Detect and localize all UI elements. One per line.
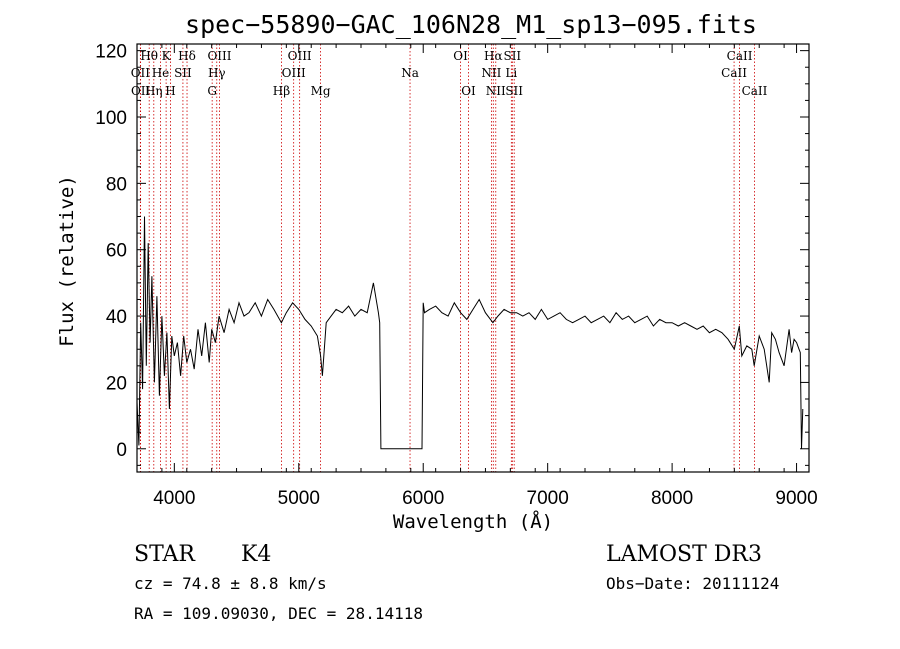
flux-series-line: [136, 216, 804, 450]
spectral-line-label: G: [207, 84, 217, 98]
x-tick-label: 6000: [402, 488, 444, 509]
obs-date: Obs−Date: 20111124: [606, 574, 779, 593]
y-tick-label: 40: [106, 307, 127, 328]
spectral-line-label: NII: [486, 84, 506, 98]
x-tick-label: 9000: [775, 488, 817, 509]
object-subclass: K4: [241, 542, 271, 567]
y-tick-label: 0: [116, 440, 127, 461]
spectral-line-label: He: [152, 66, 170, 80]
spectral-line-label: CaII: [727, 49, 753, 63]
object-class: STAR: [134, 542, 196, 567]
spectral-line-label: OIII: [282, 66, 306, 80]
y-tick-label: 60: [106, 241, 127, 262]
plot-frame: [136, 43, 810, 473]
spectral-line-label: Na: [401, 66, 419, 80]
spectral-line-markers: [139, 44, 755, 472]
y-tick-label: 80: [106, 174, 127, 195]
spectral-line-label: OIII: [288, 49, 312, 63]
spectral-line-label: K: [162, 49, 172, 63]
y-tick-label: 100: [95, 108, 127, 129]
x-axis: 4000 5000 6000 7000 8000 9000: [136, 44, 818, 509]
survey-name: LAMOST DR3: [606, 542, 762, 567]
spectral-line-label: Hδ: [178, 49, 196, 63]
x-tick-label: 4000: [153, 488, 195, 509]
spectral-line-label: SII: [505, 84, 523, 98]
spectral-line-label: CaII: [742, 84, 768, 98]
spectral-line-label: Hα: [484, 49, 503, 63]
redshift-text: cz = 74.8 ± 8.8 km/s: [134, 574, 327, 593]
x-tick-label: 7000: [527, 488, 569, 509]
y-axis-label: Flux (relative): [56, 175, 78, 347]
x-tick-label: 5000: [278, 488, 320, 509]
coordinates-text: RA = 109.09030, DEC = 28.14118: [134, 604, 423, 623]
x-axis-label: Wavelength (Å): [393, 510, 553, 533]
spectral-line-label: OII: [131, 66, 151, 80]
spectral-line-label: Hγ: [208, 66, 226, 80]
spectral-line-label: H: [165, 84, 175, 98]
spectral-line-label: Li: [505, 66, 517, 80]
spectral-line-label: OI: [453, 49, 468, 63]
spectral-line-label: OIII: [207, 49, 231, 63]
chart-title: spec−55890−GAC_106N28_M1_sp13−095.fits: [185, 10, 757, 39]
spectral-line-label: Mg: [311, 84, 331, 98]
spectral-line-label: OI: [461, 84, 476, 98]
spectral-line-label: Hβ: [273, 84, 290, 98]
spectral-line-label: SII: [503, 49, 521, 63]
spectral-line-label: SII: [174, 66, 192, 80]
y-axis: 0 20 40 60 80 100 120: [95, 42, 809, 466]
spectral-line-label: Hη: [145, 84, 163, 98]
spectral-line-label: Hθ: [140, 49, 158, 63]
y-tick-label: 20: [106, 373, 127, 394]
y-tick-label: 120: [95, 42, 127, 63]
spectral-line-label: OII: [131, 84, 151, 98]
spectral-line-label: CaII: [721, 66, 747, 80]
spectral-line-label: NII: [481, 66, 501, 80]
x-tick-label: 8000: [651, 488, 693, 509]
